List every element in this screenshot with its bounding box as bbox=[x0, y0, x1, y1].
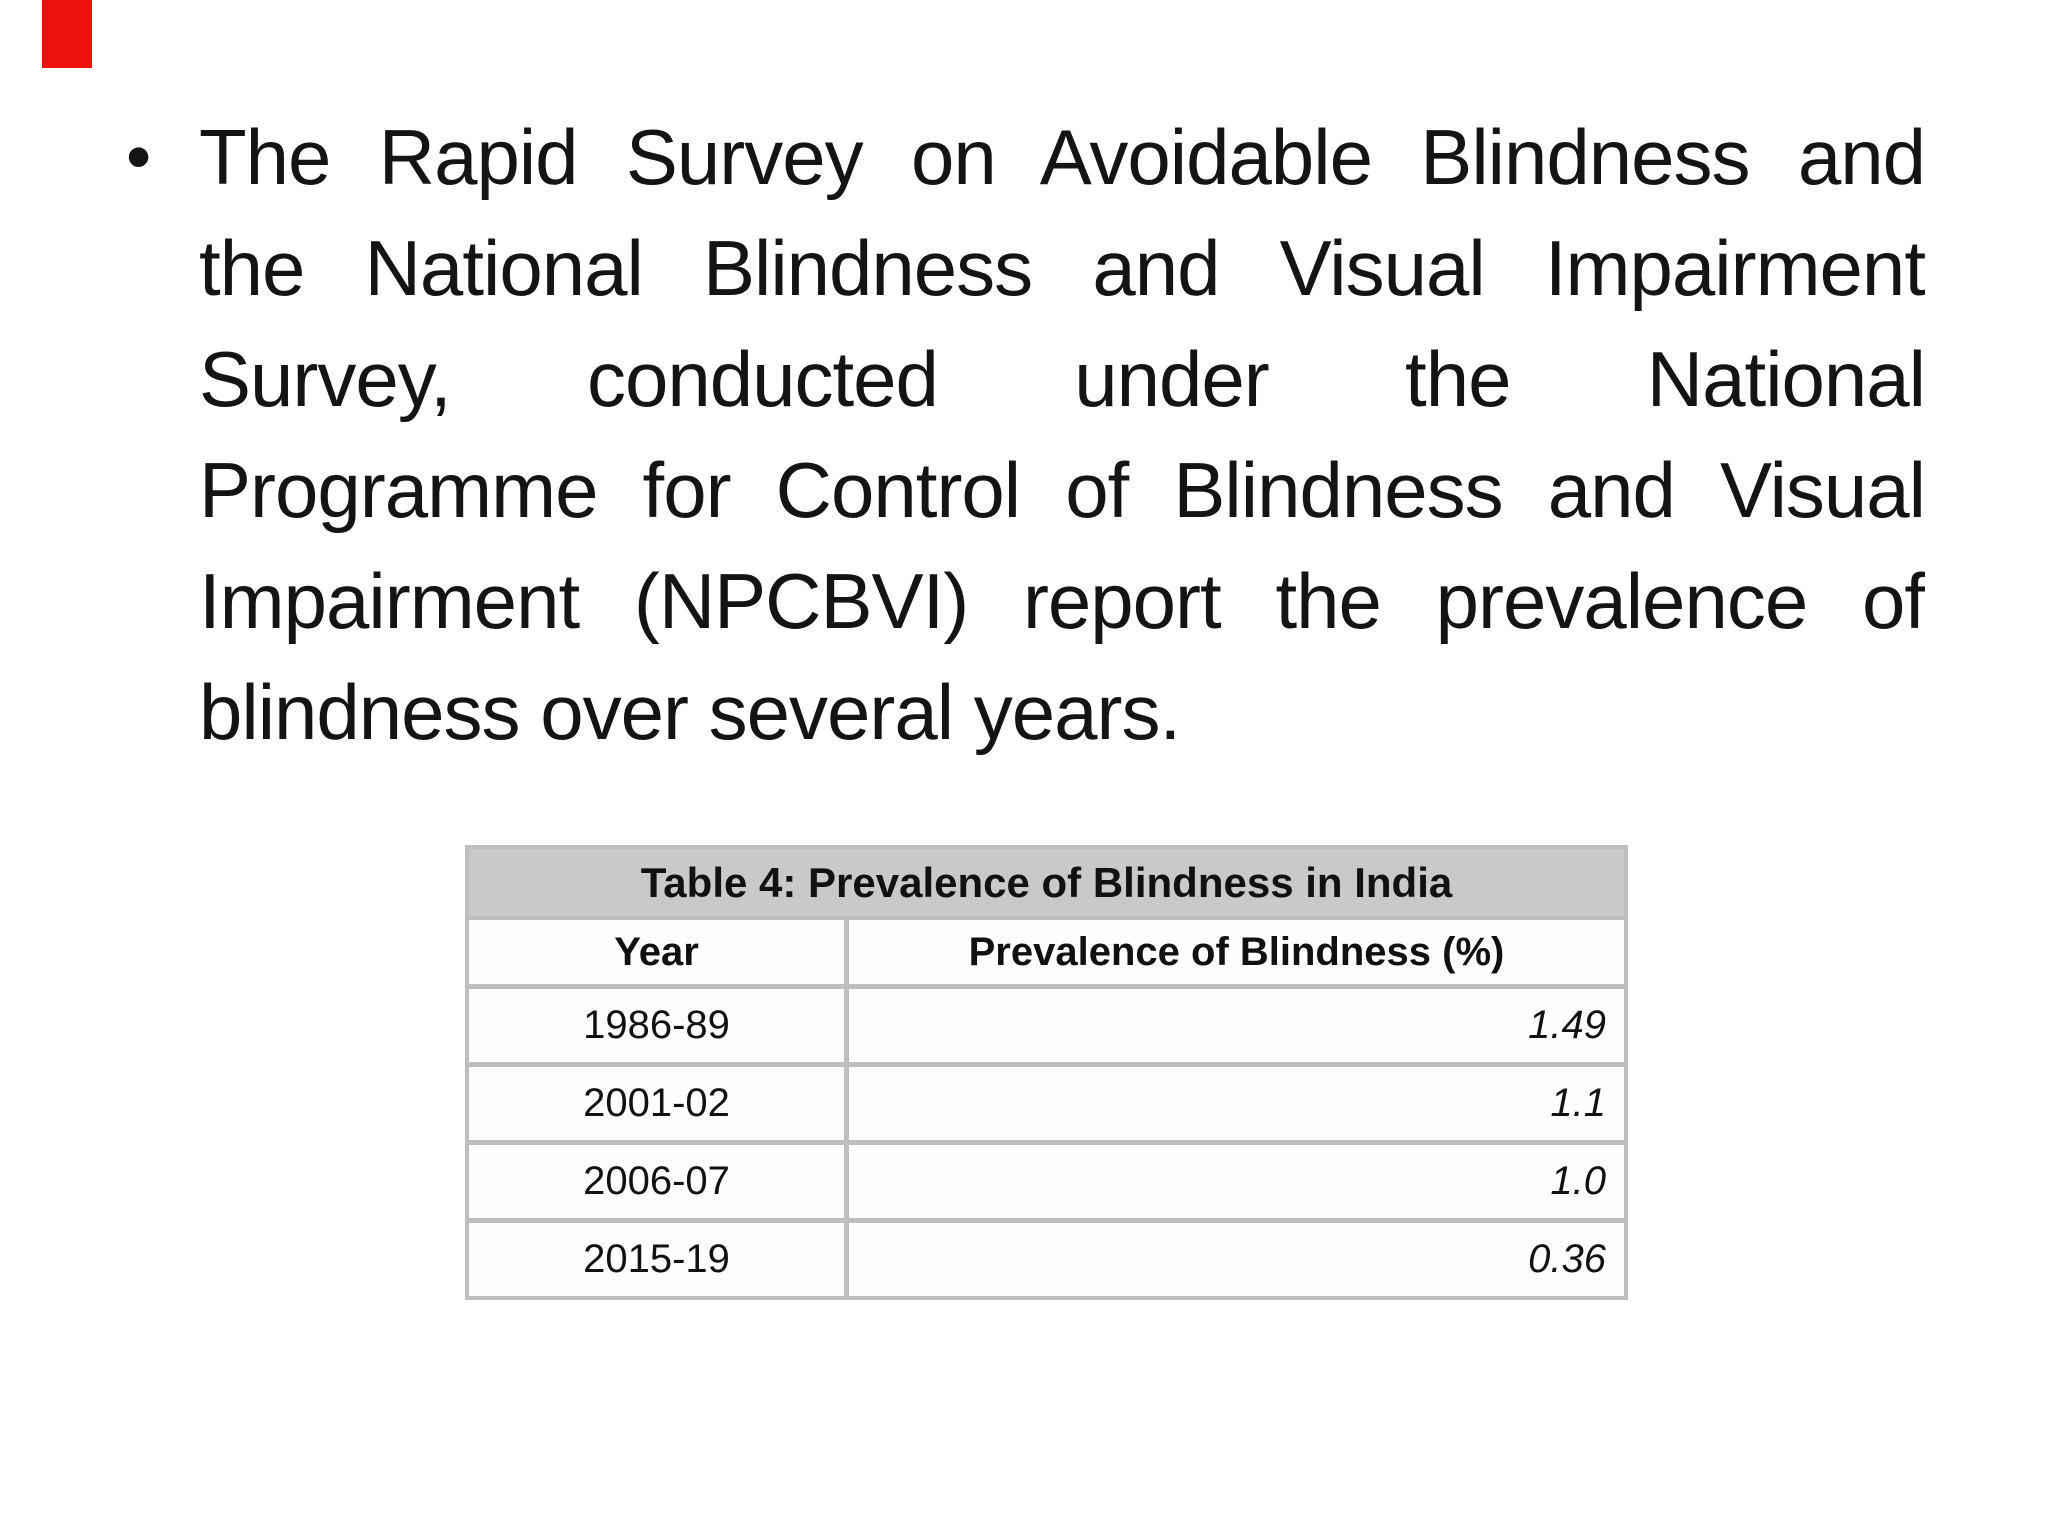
table-cell-year: 1986-89 bbox=[469, 989, 844, 1062]
bullet-paragraph: The Rapid Survey on Avoidable Blindness … bbox=[199, 102, 1925, 768]
prevalence-table: Table 4: Prevalence of Blindness in Indi… bbox=[465, 845, 1628, 1300]
column-header-prevalence: Prevalence of Blindness (%) bbox=[849, 920, 1624, 984]
bullet-icon: • bbox=[126, 117, 152, 197]
table-row: 1986-89 1.49 bbox=[469, 989, 1624, 1062]
table-cell-year: 2001-02 bbox=[469, 1067, 844, 1140]
table-header-row: Year Prevalence of Blindness (%) bbox=[469, 920, 1624, 984]
paragraph-line: blindness over several years. bbox=[199, 668, 1181, 756]
table-cell-value: 1.49 bbox=[849, 989, 1624, 1062]
paragraph-line: Survey, conducted under the National bbox=[199, 335, 1925, 423]
table-title: Table 4: Prevalence of Blindness in Indi… bbox=[469, 849, 1624, 916]
table-cell-year: 2015-19 bbox=[469, 1223, 844, 1296]
table-row: 2006-07 1.0 bbox=[469, 1145, 1624, 1218]
table-row: 2001-02 1.1 bbox=[469, 1067, 1624, 1140]
table-row: 2015-19 0.36 bbox=[469, 1223, 1624, 1296]
table-cell-value: 0.36 bbox=[849, 1223, 1624, 1296]
table-cell-value: 1.1 bbox=[849, 1067, 1624, 1140]
red-accent-bar bbox=[42, 0, 92, 68]
paragraph-line: Impairment (NPCBVI) report the prevalenc… bbox=[199, 557, 1925, 645]
paragraph-line: The Rapid Survey on Avoidable Blindness … bbox=[199, 113, 1925, 201]
paragraph-line: Programme for Control of Blindness and V… bbox=[199, 446, 1925, 534]
paragraph-line: the National Blindness and Visual Impair… bbox=[199, 224, 1925, 312]
column-header-year: Year bbox=[469, 920, 844, 984]
table-cell-value: 1.0 bbox=[849, 1145, 1624, 1218]
table-cell-year: 2006-07 bbox=[469, 1145, 844, 1218]
